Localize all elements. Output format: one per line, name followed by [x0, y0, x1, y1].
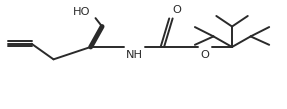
Text: NH: NH — [126, 50, 143, 60]
Text: O: O — [200, 50, 209, 60]
Text: HO: HO — [73, 7, 90, 17]
Text: O: O — [172, 4, 181, 14]
